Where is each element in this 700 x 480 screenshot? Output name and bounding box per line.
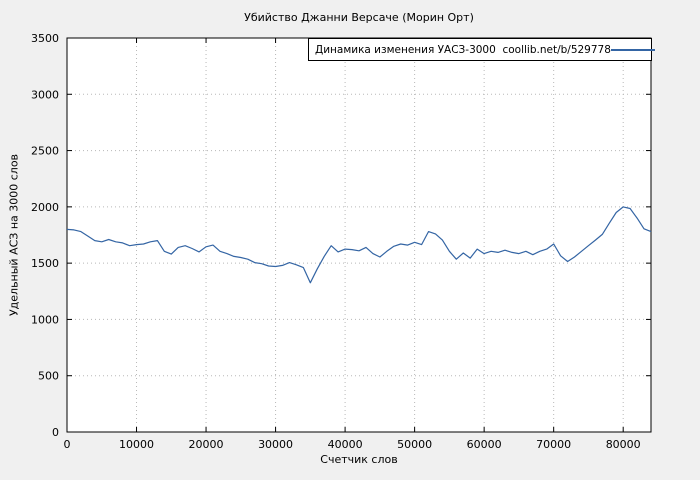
y-axis-label: Удельный АСЗ на 3000 слов xyxy=(7,153,21,317)
legend-line-sample xyxy=(610,48,655,51)
svg-text:80000: 80000 xyxy=(606,438,641,451)
svg-text:3000: 3000 xyxy=(31,88,59,101)
svg-text:60000: 60000 xyxy=(467,438,502,451)
svg-text:3500: 3500 xyxy=(31,32,59,45)
svg-text:40000: 40000 xyxy=(328,438,363,451)
svg-text:1000: 1000 xyxy=(31,313,59,326)
legend: Динамика изменения УАСЗ-3000 coollib.net… xyxy=(308,38,655,61)
svg-text:1500: 1500 xyxy=(31,257,59,270)
legend-label: Динамика изменения УАСЗ-3000 coollib.net… xyxy=(315,43,611,56)
svg-text:0: 0 xyxy=(52,426,59,439)
svg-text:70000: 70000 xyxy=(536,438,571,451)
chart-title: Убийство Джанни Версаче (Морин Орт) xyxy=(244,11,474,24)
svg-text:2500: 2500 xyxy=(31,145,59,158)
svg-text:30000: 30000 xyxy=(258,438,293,451)
x-axis-label: Счетчик слов xyxy=(320,453,398,466)
svg-text:20000: 20000 xyxy=(189,438,224,451)
svg-text:50000: 50000 xyxy=(397,438,432,451)
svg-text:500: 500 xyxy=(38,370,59,383)
svg-text:2000: 2000 xyxy=(31,201,59,214)
svg-text:10000: 10000 xyxy=(119,438,154,451)
svg-text:0: 0 xyxy=(64,438,71,451)
